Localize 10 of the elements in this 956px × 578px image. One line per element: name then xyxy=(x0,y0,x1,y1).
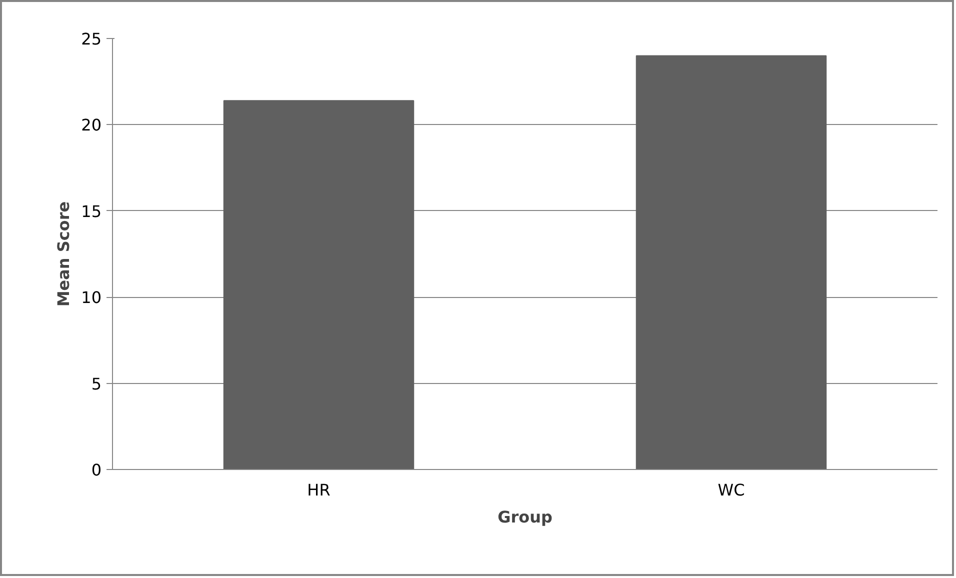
y-tick-label: 20 xyxy=(81,116,102,135)
y-tick-label: 10 xyxy=(81,288,102,308)
y-tick-label: 15 xyxy=(81,202,102,221)
y-axis-title: Mean Score xyxy=(54,201,74,307)
y-tick-label: 0 xyxy=(91,460,102,480)
x-tick-label: WC xyxy=(718,480,745,500)
x-tick-label: HR xyxy=(307,480,330,500)
x-axis-title: Group xyxy=(498,508,552,526)
y-tick-label: 5 xyxy=(91,374,102,394)
y-tick-label: 25 xyxy=(81,30,102,48)
